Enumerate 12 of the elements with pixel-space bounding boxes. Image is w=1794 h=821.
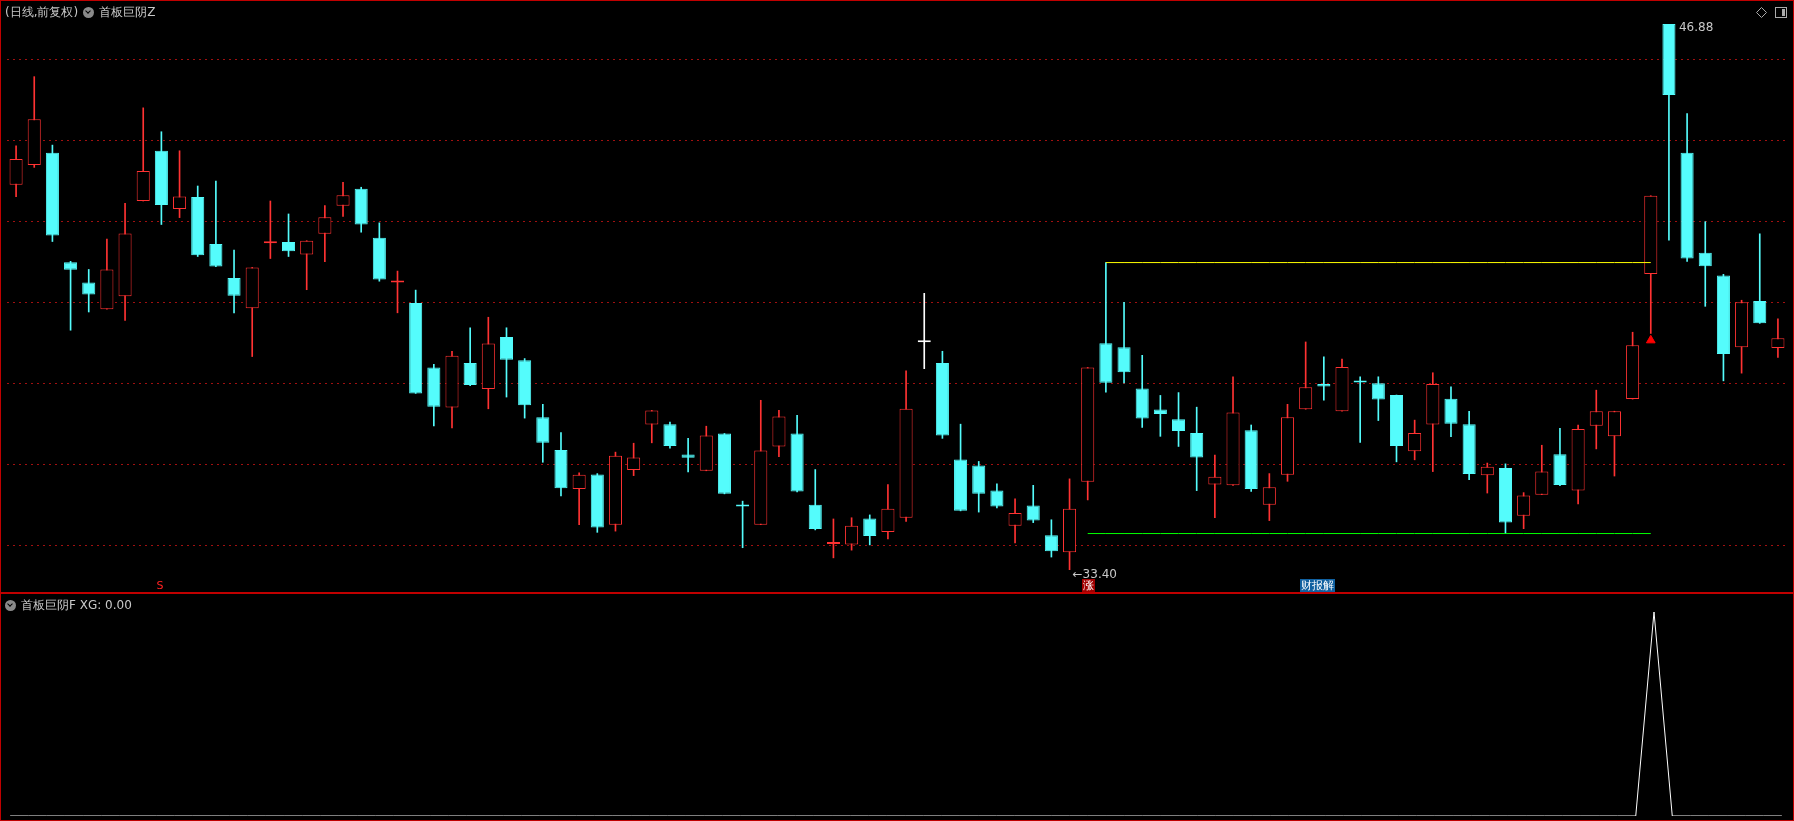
annotation: 46.88 — [1678, 20, 1714, 35]
candlestick — [1698, 221, 1712, 307]
candlestick — [1208, 454, 1222, 519]
candlestick — [300, 240, 314, 291]
chart-subtitle: 首板巨阴Z — [99, 4, 156, 21]
text: 财报解 — [1299, 579, 1335, 592]
candlestick — [1753, 233, 1767, 324]
candlestick — [1317, 356, 1331, 401]
text: 涨 — [1081, 579, 1095, 592]
chart-title: (日线,前复权) — [5, 4, 79, 21]
chart-title: 首板巨阴F XG: 0.00 — [21, 597, 132, 614]
text: S — [155, 579, 165, 592]
